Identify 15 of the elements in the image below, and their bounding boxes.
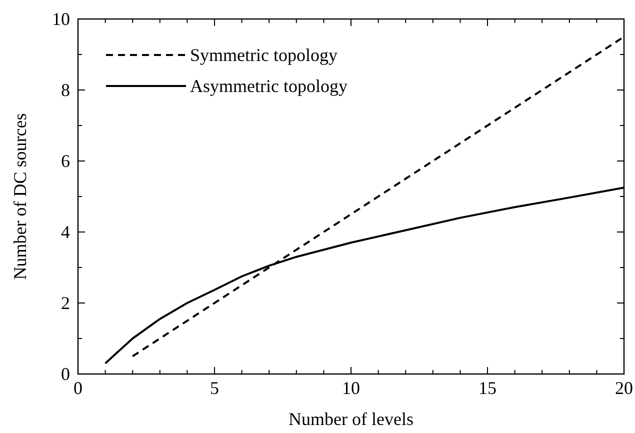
y-axis-title: Number of DC sources: [10, 113, 30, 280]
x-tick-label: 10: [342, 378, 360, 398]
legend-label: Asymmetric topology: [190, 76, 348, 96]
x-tick-label: 20: [615, 378, 633, 398]
x-tick-label: 15: [478, 378, 496, 398]
y-tick-label: 0: [61, 364, 70, 384]
y-tick-label: 6: [61, 151, 70, 171]
y-tick-label: 8: [61, 80, 70, 100]
y-tick-label: 4: [61, 222, 70, 242]
x-tick-label: 5: [210, 378, 219, 398]
y-tick-label: 2: [61, 293, 70, 313]
x-axis-title: Number of levels: [288, 409, 414, 429]
x-tick-label: 0: [74, 378, 82, 398]
legend-label: Symmetric topology: [190, 45, 338, 65]
y-tick-label: 10: [52, 9, 70, 29]
